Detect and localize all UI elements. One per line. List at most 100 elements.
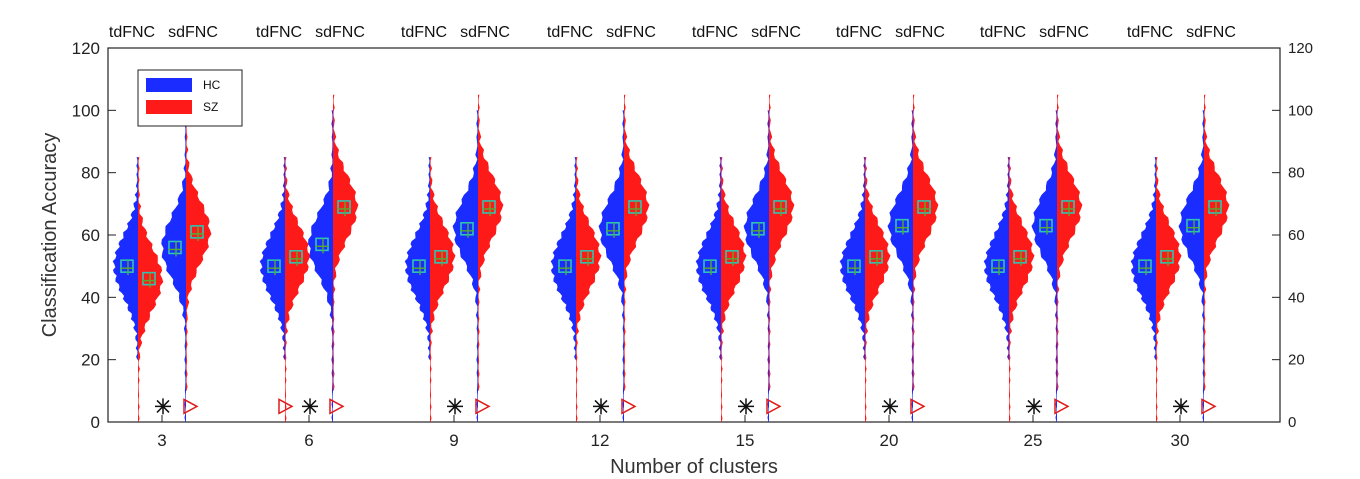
- group-label-tdFNC: tdFNC: [256, 24, 302, 41]
- median-marker-hc-sdFNC-30: [1186, 218, 1200, 233]
- group-labels: tdFNC sdFNC tdFNC sdFNC tdFNC sdFNC tdFNC sdFNC…: [109, 24, 1236, 41]
- mean-marker-sz-tdFNC-15: [725, 250, 739, 266]
- y-tick-label-right: 80: [1288, 165, 1305, 182]
- mean-marker-hc-tdFNC-20: [847, 260, 861, 276]
- x-tick-label: 9: [449, 431, 458, 450]
- violin-hc-tdFNC-30: [1130, 157, 1156, 360]
- x-tick-label: 15: [736, 431, 755, 450]
- mean-marker-sz-tdFNC-30: [1160, 250, 1174, 266]
- mean-marker-hc-sdFNC-3: [168, 241, 182, 257]
- median-marker-sz-tdFNC-30: [1160, 250, 1174, 264]
- significance-triangle-25: [1054, 398, 1070, 415]
- violin-sz-tdFNC-30: [1156, 157, 1182, 423]
- significance-triangle-9: [475, 398, 491, 415]
- median-marker-hc-sdFNC-20: [895, 218, 909, 233]
- median-marker-sz-tdFNC-15: [725, 250, 739, 264]
- median-marker-hc-sdFNC-12: [606, 221, 620, 236]
- group-label-sdFNC: sdFNC: [1039, 24, 1089, 41]
- violin-sz-sdFNC-6: [333, 94, 359, 391]
- violin-sz-tdFNC-9: [430, 157, 456, 423]
- legend-swatch-hc: [146, 78, 192, 92]
- violin-hc-sdFNC-6: [308, 110, 333, 423]
- median-marker-sz-sdFNC-25: [1061, 200, 1075, 214]
- legend-label-sz: SZ: [203, 100, 218, 114]
- x-tick-label: 25: [1024, 431, 1043, 450]
- mean-marker-hc-sdFNC-15: [751, 222, 765, 238]
- median-marker-sz-tdFNC-12: [580, 250, 594, 264]
- median-marker-hc-tdFNC-30: [1138, 259, 1152, 273]
- violins-layer: [112, 94, 1230, 423]
- y-tick-label-left: 40: [81, 288, 100, 307]
- violin-hc-sdFNC-30: [1178, 110, 1204, 423]
- violin-sz-sdFNC-12: [624, 94, 650, 391]
- group-label-sdFNC: sdFNC: [168, 24, 218, 41]
- significance-star-9: [447, 398, 463, 415]
- violin-sz-sdFNC-20: [913, 94, 939, 391]
- legend-label-hc: HC: [203, 78, 221, 92]
- violin-hc-sdFNC-9: [452, 110, 478, 423]
- violin-sz-sdFNC-30: [1204, 94, 1230, 391]
- violin-sz-tdFNC-15: [721, 157, 747, 423]
- median-marker-sz-tdFNC-6: [289, 250, 303, 264]
- median-marker-sz-tdFNC-20: [869, 250, 883, 264]
- x-tick-label: 12: [591, 431, 610, 450]
- median-marker-sz-sdFNC-9: [482, 200, 496, 214]
- legend: HC SZ: [137, 69, 243, 127]
- significance-star-30: [1173, 398, 1189, 415]
- median-marker-sz-tdFNC-3: [142, 271, 156, 286]
- y-tick-label-left: 120: [72, 39, 100, 58]
- median-marker-sz-sdFNC-12: [628, 200, 642, 214]
- mean-marker-sz-tdFNC-9: [434, 250, 448, 266]
- mean-marker-sz-sdFNC-30: [1208, 200, 1222, 216]
- mean-marker-sz-sdFNC-3: [190, 225, 204, 241]
- violin-hc-sdFNC-25: [1031, 110, 1057, 423]
- group-label-tdFNC: tdFNC: [1127, 24, 1173, 41]
- violin-sz-tdFNC-25: [1009, 157, 1035, 423]
- group-label-tdFNC: tdFNC: [401, 24, 447, 41]
- mean-marker-hc-sdFNC-25: [1039, 219, 1053, 235]
- mean-marker-sz-sdFNC-6: [337, 200, 351, 216]
- mean-marker-hc-tdFNC-12: [558, 260, 572, 276]
- y-axis-title: Classification Accuracy: [39, 133, 61, 338]
- significance-triangle-30: [1201, 398, 1217, 415]
- x-tick-label: 6: [304, 431, 313, 450]
- median-marker-sz-tdFNC-9: [434, 250, 448, 264]
- violin-sz-tdFNC-12: [576, 157, 602, 423]
- y-tick-label-right: 100: [1288, 102, 1313, 119]
- y-axis-left: 0 20 40 60 80 100 120: [72, 39, 116, 432]
- group-label-sdFNC: sdFNC: [751, 24, 801, 41]
- y-tick-label-right: 40: [1288, 289, 1305, 306]
- median-marker-sz-tdFNC-25: [1013, 250, 1027, 264]
- legend-swatch-sz: [146, 100, 192, 114]
- y-tick-label-left: 60: [81, 226, 100, 245]
- x-tick-label: 3: [157, 431, 166, 450]
- mean-marker-hc-tdFNC-25: [991, 260, 1005, 276]
- mean-marker-sz-tdFNC-3: [142, 272, 156, 288]
- mean-marker-sz-sdFNC-9: [482, 200, 496, 216]
- violin-hc-sdFNC-15: [743, 110, 769, 423]
- violin-hc-tdFNC-12: [550, 157, 576, 360]
- x-axis: 3 6 9 12 15 20 25 30: [157, 415, 1189, 450]
- mean-marker-hc-tdFNC-9: [412, 260, 426, 276]
- median-marker-hc-tdFNC-15: [703, 259, 717, 273]
- violin-sz-tdFNC-6: [285, 157, 311, 423]
- median-marker-hc-sdFNC-3: [168, 240, 182, 255]
- violin-sz-tdFNC-20: [865, 157, 891, 423]
- median-marker-hc-sdFNC-9: [460, 221, 474, 236]
- y-tick-label-right: 60: [1288, 227, 1305, 244]
- significance-star-25: [1026, 398, 1042, 415]
- group-label-sdFNC: sdFNC: [606, 24, 656, 41]
- median-marker-hc-tdFNC-3: [120, 259, 134, 273]
- mean-marker-hc-tdFNC-3: [120, 260, 134, 276]
- x-tick-label: 20: [880, 431, 899, 450]
- group-label-sdFNC: sdFNC: [315, 24, 365, 41]
- group-label-tdFNC: tdFNC: [836, 24, 882, 41]
- y-tick-label-left: 100: [72, 101, 100, 120]
- mean-marker-hc-sdFNC-20: [895, 219, 909, 235]
- group-label-tdFNC: tdFNC: [547, 24, 593, 41]
- median-marker-sz-sdFNC-3: [190, 225, 204, 239]
- violin-hc-tdFNC-20: [839, 157, 865, 360]
- mean-marker-hc-sdFNC-9: [460, 222, 474, 238]
- group-label-tdFNC: tdFNC: [109, 24, 155, 41]
- mean-marker-sz-sdFNC-25: [1061, 200, 1075, 216]
